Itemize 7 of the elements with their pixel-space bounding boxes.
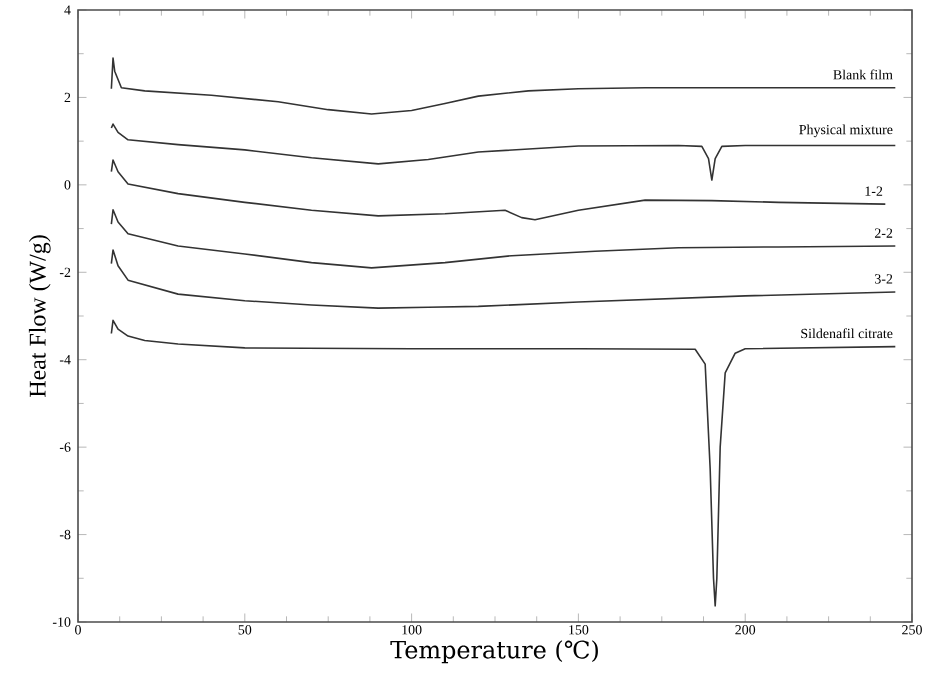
line-series (110, 319, 897, 607)
line-series (110, 159, 887, 221)
y-axis-title: Heat Flow (W/g) (28, 235, 51, 397)
line-series (110, 208, 897, 269)
x-axis-title: Temperature (℃) (390, 640, 598, 664)
line-series (110, 123, 897, 181)
line-series (110, 249, 897, 309)
